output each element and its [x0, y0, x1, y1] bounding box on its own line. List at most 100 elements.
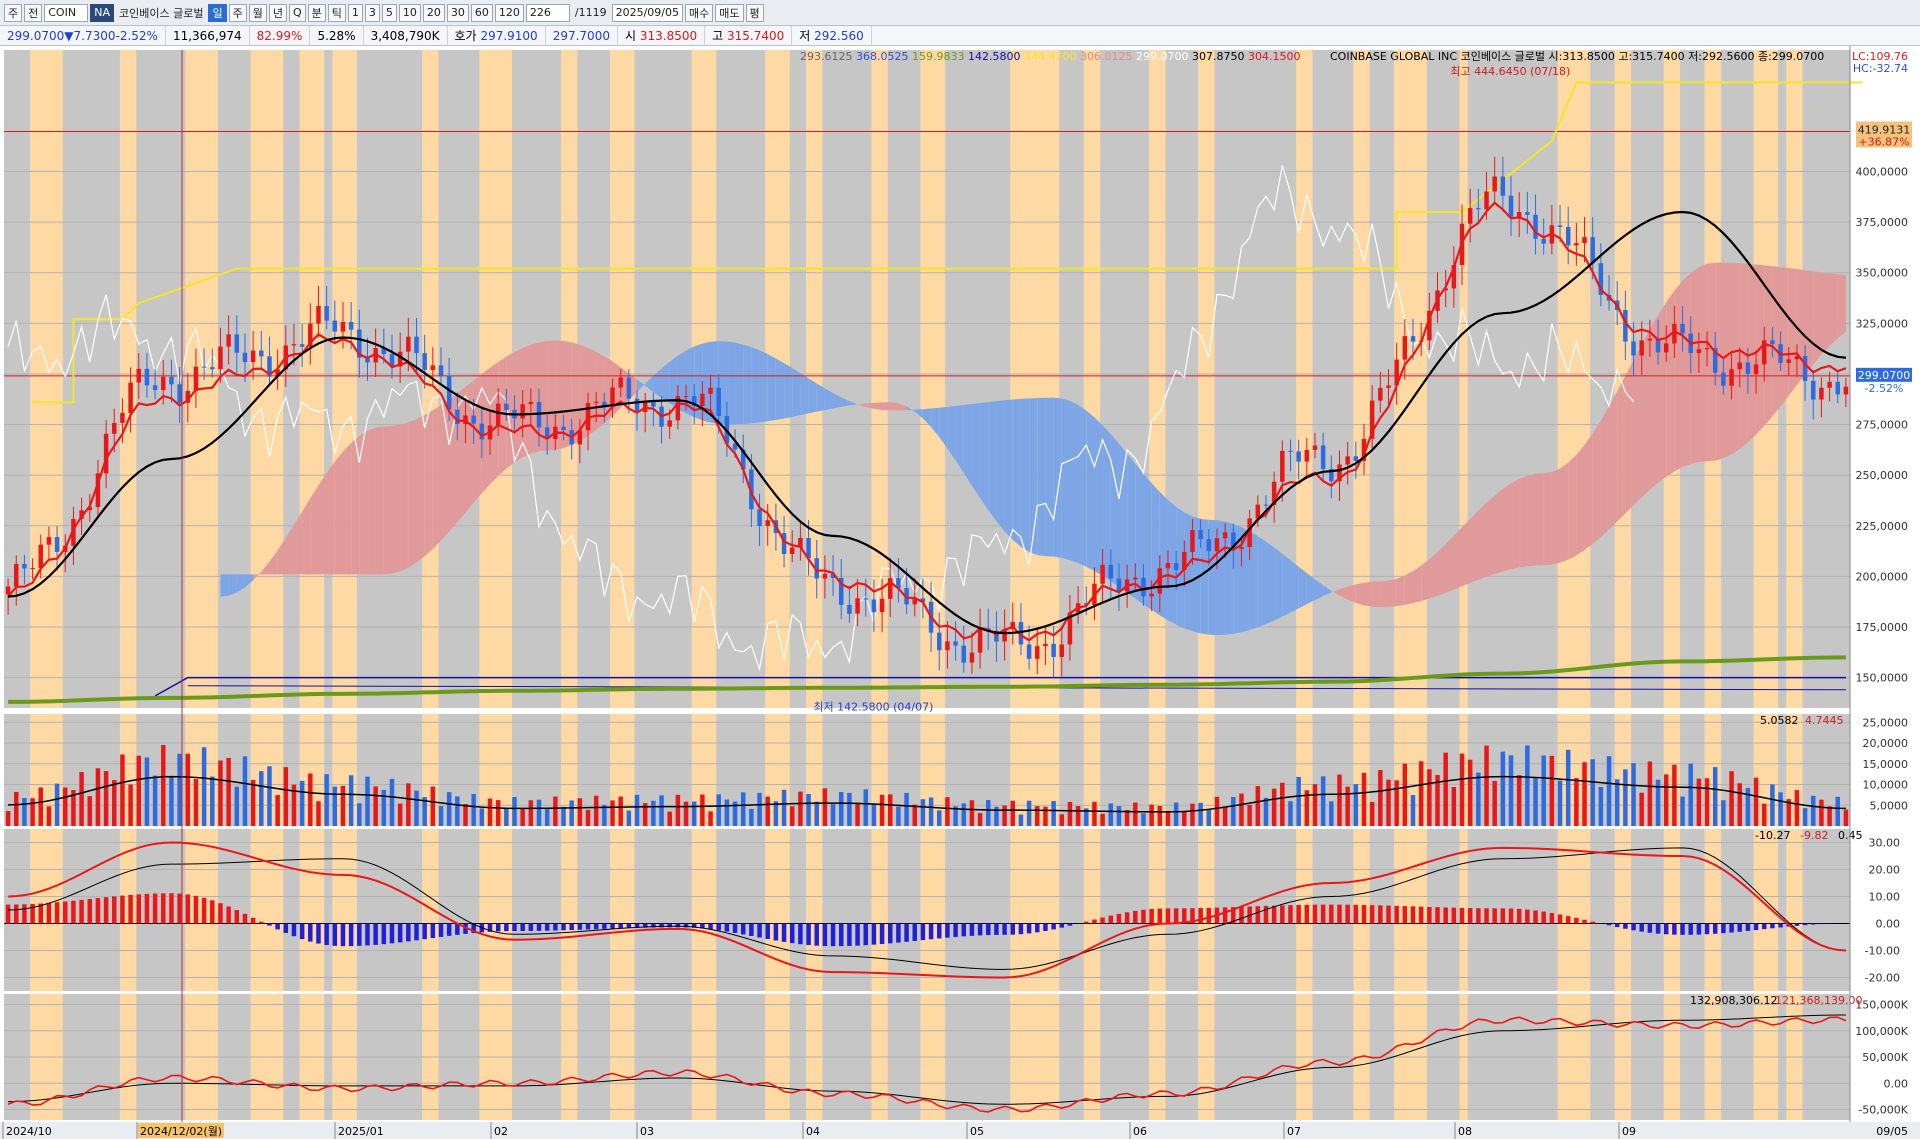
volume-bar — [406, 783, 411, 826]
candle-body — [1369, 400, 1375, 439]
toolbar-item-10[interactable]: 분 — [307, 3, 326, 22]
volume-bar — [512, 796, 517, 826]
volume-bar — [977, 813, 983, 826]
macd-hist-bar — [1745, 923, 1751, 931]
candle-body — [798, 537, 803, 548]
candle-body — [626, 377, 632, 399]
obv-tick-4: 150,000K — [1855, 999, 1908, 1012]
kumo-cloud-seg — [1069, 400, 1079, 564]
toolbar-item-3[interactable]: NA — [90, 3, 115, 22]
obv-signal-line — [8, 1014, 1846, 1105]
toolbar-item-11[interactable]: 틱 — [327, 3, 346, 22]
toolbar-item-15[interactable]: 10 — [398, 3, 421, 22]
volume-bar — [22, 797, 27, 826]
volume-bar — [1590, 759, 1595, 826]
toolbar-item-17[interactable]: 30 — [446, 3, 469, 22]
macd-hist-bar — [1026, 923, 1032, 934]
candle-body — [1239, 547, 1244, 549]
macd-hist-bar — [1084, 921, 1089, 924]
kumo-cloud-seg — [1061, 398, 1070, 561]
macd-hist-bar — [904, 923, 909, 942]
candle-body — [1802, 356, 1808, 381]
toolbar-item-13[interactable]: 3 — [364, 3, 380, 22]
volume-bar — [1427, 769, 1432, 826]
volume-bar — [986, 800, 991, 826]
volume-bar — [87, 796, 93, 826]
volume-bar — [1786, 799, 1791, 826]
toolbar-item-2[interactable]: COIN — [44, 3, 89, 22]
macd-hist-bar — [267, 923, 272, 926]
macd-hist-bar — [1018, 923, 1024, 935]
kumo-cloud-seg — [824, 388, 834, 410]
candle-body — [1353, 456, 1359, 461]
macd-hist-bar — [381, 923, 387, 945]
volume-bar — [1378, 770, 1383, 826]
toolbar-item-23[interactable]: 매수 — [685, 3, 714, 22]
macd-hist-bar — [1116, 913, 1122, 924]
macd-hist-bar — [1271, 905, 1277, 924]
macd-hist-bar — [112, 896, 117, 924]
candle-body — [1672, 323, 1677, 344]
toolbar-item-20[interactable]: 226 — [525, 3, 570, 22]
kumo-cloud-seg — [1102, 425, 1111, 582]
candle-body — [1786, 359, 1791, 363]
macd-hist-bar — [1124, 912, 1130, 924]
volume-bar — [1557, 780, 1563, 826]
toolbar-item-1[interactable]: 전 — [24, 3, 43, 22]
kumo-cloud-seg — [1682, 273, 1691, 468]
highlight-band-24-0 — [1614, 50, 1632, 708]
volume-bar — [569, 800, 574, 826]
kumo-cloud-seg — [1363, 581, 1373, 607]
candle-body — [1214, 538, 1220, 552]
toolbar-item-16[interactable]: 20 — [422, 3, 445, 22]
candle-body — [1149, 593, 1154, 597]
toolbar-item-7[interactable]: 월 — [248, 3, 267, 22]
volume-bar — [446, 792, 452, 826]
macd-hist-bar — [708, 923, 713, 930]
toolbar-item-25[interactable]: 평 — [745, 3, 764, 22]
volume-bar — [373, 786, 378, 826]
kumo-cloud-seg — [996, 400, 1005, 532]
stock-chart[interactable]: 150,0000 175,0000 200,0000 225,0000 250,0000… — [0, 46, 1920, 1139]
toolbar-item-19[interactable]: 120 — [494, 3, 524, 22]
candle-body — [54, 537, 60, 552]
toolbar-item-14[interactable]: 5 — [381, 3, 397, 22]
macd-hist-bar — [283, 923, 289, 933]
macd-hist-bar — [128, 894, 133, 924]
kumo-cloud-seg — [1167, 500, 1177, 625]
toolbar-item-22[interactable]: 2025/09/05 — [611, 3, 684, 22]
macd-hist-bar — [1173, 908, 1179, 924]
candle-body — [593, 401, 599, 403]
candle-body — [1141, 577, 1146, 597]
candle-body — [561, 426, 566, 431]
candle-body — [1663, 343, 1669, 353]
macd-hist-bar — [14, 904, 19, 924]
macd-hist-bar — [1606, 923, 1612, 926]
macd-hist-bar — [838, 923, 844, 947]
toolbar-item-24[interactable]: 매도 — [715, 3, 744, 22]
macd-hist-bar — [1819, 923, 1824, 925]
candle-body — [789, 547, 795, 554]
toolbar-item-8[interactable]: 년 — [268, 3, 287, 22]
candle-body — [1247, 518, 1252, 548]
macd-hist-bar — [30, 903, 35, 924]
toolbar-item-12[interactable]: 1 — [347, 3, 363, 22]
candle-body — [732, 443, 738, 450]
kumo-cloud-seg — [236, 574, 245, 593]
volume-bar — [1737, 783, 1742, 826]
candle-body — [324, 306, 329, 321]
toolbar-item-9[interactable]: Q — [288, 3, 306, 22]
macd-hist-bar — [1329, 904, 1334, 924]
macd-hist-bar — [659, 923, 664, 928]
price-tick-3: 225,0000 — [1856, 520, 1909, 533]
kumo-cloud-seg — [1600, 406, 1610, 537]
toolbar-item-6[interactable]: 주 — [228, 3, 247, 22]
candle-body — [471, 415, 476, 424]
toolbar-item-18[interactable]: 60 — [470, 3, 493, 22]
macd-hist-bar — [218, 903, 223, 924]
toolbar-item-0[interactable]: 주 — [4, 3, 23, 22]
toolbar-item-5[interactable]: 일 — [208, 3, 227, 22]
candle-body — [1737, 362, 1742, 370]
kumo-cloud-seg — [555, 340, 564, 450]
volume-bar — [708, 811, 713, 826]
